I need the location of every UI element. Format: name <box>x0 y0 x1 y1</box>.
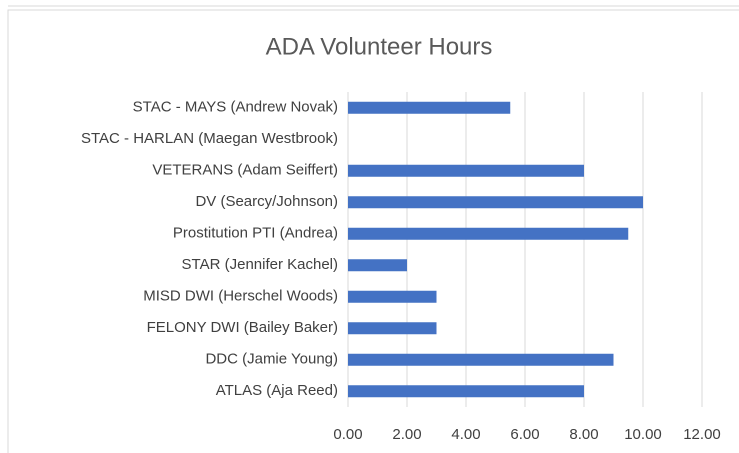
bar <box>348 353 614 366</box>
y-tick-label: ATLAS (Aja Reed) <box>216 382 338 399</box>
y-tick-label: FELONY DWI (Bailey Baker) <box>147 319 338 336</box>
x-tick-label: 4.00 <box>451 426 480 443</box>
x-tick-label: 0.00 <box>333 426 362 443</box>
bar <box>348 259 407 272</box>
y-tick-label: VETERANS (Adam Seiffert) <box>152 162 338 179</box>
bar <box>348 101 511 114</box>
y-tick-label: STAC - HARLAN (Maegan Westbrook) <box>81 130 338 147</box>
x-tick-label: 2.00 <box>392 426 421 443</box>
x-tick-label: 6.00 <box>510 426 539 443</box>
bar <box>348 196 643 209</box>
chart-frame <box>7 9 739 453</box>
x-tick-label: 10.00 <box>624 426 662 443</box>
y-tick-label: Prostitution PTI (Andrea) <box>173 225 338 242</box>
y-tick-label: MISD DWI (Herschel Woods) <box>143 288 338 305</box>
y-tick-label: STAC - MAYS (Andrew Novak) <box>133 99 338 116</box>
x-tick-label: 12.00 <box>683 426 721 443</box>
y-tick-label: STAR (Jennifer Kachel) <box>182 256 338 273</box>
x-tick-label: 8.00 <box>569 426 598 443</box>
bar <box>348 227 629 240</box>
y-tick-label: DV (Searcy/Johnson) <box>195 193 338 210</box>
y-tick-label: DDC (Jamie Young) <box>205 351 338 368</box>
bar <box>348 322 437 335</box>
bar <box>348 290 437 303</box>
bar <box>348 164 584 177</box>
chart-title: ADA Volunteer Hours <box>266 33 493 60</box>
bar <box>348 385 584 398</box>
